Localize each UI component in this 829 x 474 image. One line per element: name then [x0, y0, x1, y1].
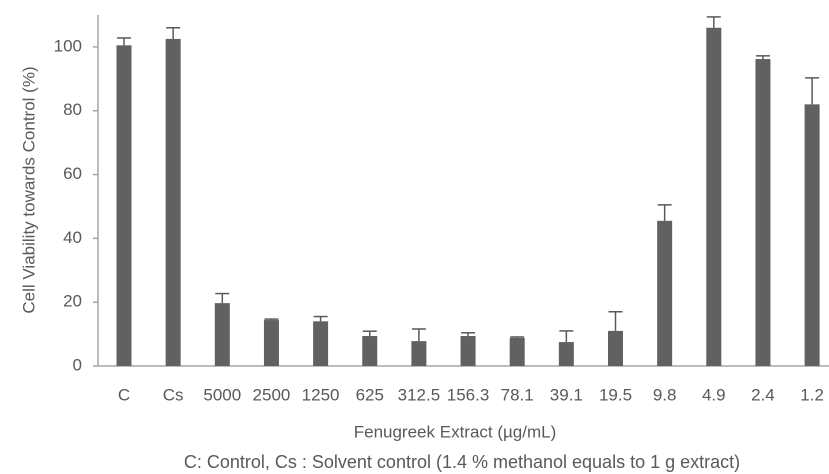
bar	[657, 220, 673, 366]
x-tick-label: 312.5	[398, 385, 441, 404]
bar	[608, 330, 623, 366]
y-tick-label: 0	[73, 355, 82, 374]
y-tick-label: 60	[63, 164, 82, 183]
bar	[116, 45, 132, 367]
bar	[362, 336, 378, 366]
bar	[706, 27, 722, 366]
bar	[558, 342, 574, 366]
y-axis-label: Cell Viability towards Control (%)	[19, 66, 38, 313]
bar	[313, 321, 329, 366]
x-tick-label: 2500	[253, 385, 291, 404]
x-tick-label: 9.8	[653, 385, 677, 404]
bar	[755, 59, 771, 366]
bar	[411, 341, 427, 366]
bar	[165, 38, 181, 366]
bar	[460, 336, 476, 366]
y-tick-label: 40	[63, 228, 82, 247]
x-tick-label: 78.1	[501, 385, 534, 404]
x-tick-label: 39.1	[550, 385, 583, 404]
x-tick-label: 4.9	[702, 385, 726, 404]
x-tick-label: 1.2	[800, 385, 824, 404]
x-tick-label: C	[118, 385, 130, 404]
x-axis-label: Fenugreek Extract (µg/mL)	[354, 422, 557, 441]
x-tick-label: 2.4	[751, 385, 775, 404]
bar	[263, 320, 279, 366]
x-tick-label: Cs	[163, 385, 184, 404]
bar	[214, 303, 230, 366]
y-tick-label: 80	[63, 100, 82, 119]
x-tick-label: 156.3	[447, 385, 490, 404]
y-tick-label: 100	[54, 36, 82, 55]
x-tick-label: 625	[356, 385, 384, 404]
bar	[804, 104, 820, 366]
bar	[509, 337, 525, 366]
annotation: C: Control, Cs : Solvent control (1.4 % …	[184, 452, 740, 472]
x-tick-label: 1250	[302, 385, 340, 404]
x-tick-label: 19.5	[599, 385, 632, 404]
y-tick-label: 20	[63, 292, 82, 311]
x-tick-label: 5000	[203, 385, 241, 404]
